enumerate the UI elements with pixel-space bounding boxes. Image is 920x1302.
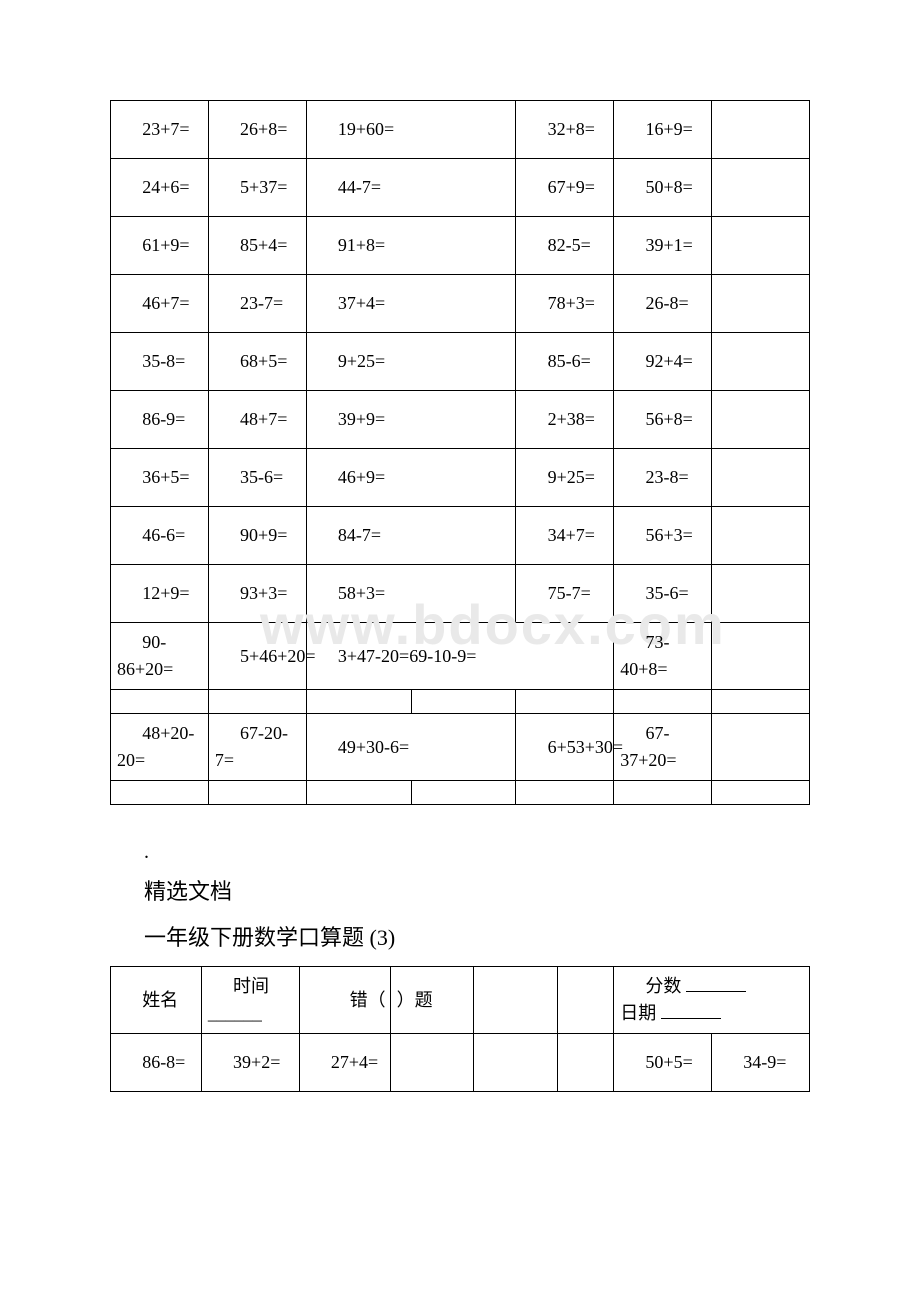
cell-text: 46+7= [117,290,204,317]
cell-text: 44-7= [313,174,512,201]
cell-text: 35-6= [620,580,707,607]
cell-text: 86-8= [117,1049,197,1076]
cell-text: 50+5= [620,1049,707,1076]
cell-text: 93+3= [215,580,302,607]
cell-text: 49+30-6= [313,734,512,761]
cell-text: 46+9= [313,464,512,491]
cell-text: 86-9= [117,406,204,433]
cell-text: 92+4= [620,348,707,375]
cell-text: 91+8= [313,232,512,259]
table-row: 36+5= 35-6= 46+9= 9+25= 23-8= [111,449,810,507]
cell-text: 56+3= [620,522,707,549]
cell-text: 9+25= [313,348,512,375]
blank-underline: ______ [208,1000,295,1027]
dot-text: . [110,841,810,864]
table-row: 46-6= 90+9= 84-7= 34+7= 56+3= [111,507,810,565]
table-row-empty [111,781,810,805]
cell-text: 35-6= [215,464,302,491]
cell-text: 27+4= [306,1049,386,1076]
table-row: 90-86+20= 5+46+20= 3+47-20=69-10-9= 73-4… [111,623,810,690]
math-table-2: 姓名 时间 ______ 错（ ）题 分数 日期 86-8= 39+2= 27+… [110,966,810,1092]
cell-text: 5+46+20= [215,643,302,670]
cell-text: 82-5= [522,232,609,259]
cell-text: 50+8= [620,174,707,201]
cell-text: 23-7= [215,290,302,317]
label-wrong-open: 错（ [306,987,386,1014]
table-row: 48+20-20= 67-20-7= 49+30-6= 6+53+30= 67-… [111,714,810,781]
cell-text: 39+9= [313,406,512,433]
cell-text: 6+53+30= [522,734,609,761]
math-table-1: 23+7= 26+8= 19+60= 32+8= 16+9= 24+6= 5+3… [110,100,810,805]
cell-text: 73-40+8= [620,629,707,683]
label-wrong-close: ）题 [397,987,470,1014]
cell-text: 48+7= [215,406,302,433]
cell-text: 58+3= [313,580,512,607]
cell-text: 34+7= [522,522,609,549]
table-row: 24+6= 5+37= 44-7= 67+9= 50+8= [111,159,810,217]
cell-text: 75-7= [522,580,609,607]
table-row-empty [111,690,810,714]
table-row: 46+7= 23-7= 37+4= 78+3= 26-8= [111,275,810,333]
cell-text: 19+60= [313,116,512,143]
cell-text: 48+20-20= [117,720,204,774]
table-row: 12+9= 93+3= 58+3= 75-7= 35-6= [111,565,810,623]
cell-text: 90+9= [215,522,302,549]
cell-text: 39+1= [620,232,707,259]
cell-text: 35-8= [117,348,204,375]
subtitle-1: 精选文档 [110,874,810,906]
subtitle-2: 一年级下册数学口算题 (3) [110,920,810,952]
table-row: 61+9= 85+4= 91+8= 82-5= 39+1= [111,217,810,275]
cell-text: 32+8= [522,116,609,143]
cell-text: 26-8= [620,290,707,317]
cell-text: 23-8= [620,464,707,491]
cell-text: 23+7= [117,116,204,143]
cell-text: 39+2= [208,1049,295,1076]
cell-text: 26+8= [215,116,302,143]
label-score: 分数 [620,973,805,1000]
cell-text: 3+47-20=69-10-9= [313,643,610,670]
cell-text: 34-9= [718,1049,805,1076]
cell-text: 36+5= [117,464,204,491]
cell-text: 67+9= [522,174,609,201]
table-row-header: 姓名 时间 ______ 错（ ）题 分数 日期 [111,967,810,1034]
cell-text: 56+8= [620,406,707,433]
cell-text: 85+4= [215,232,302,259]
cell-text: 61+9= [117,232,204,259]
cell-text: 84-7= [313,522,512,549]
label-name: 姓名 [117,987,197,1014]
cell-text: 85-6= [522,348,609,375]
cell-text: 90-86+20= [117,629,204,683]
cell-text: 24+6= [117,174,204,201]
label-date: 日期 [620,1000,805,1027]
table-row: 35-8= 68+5= 9+25= 85-6= 92+4= [111,333,810,391]
cell-text: 37+4= [313,290,512,317]
table-row: 23+7= 26+8= 19+60= 32+8= 16+9= [111,101,810,159]
cell-text: 12+9= [117,580,204,607]
cell-text: 2+38= [522,406,609,433]
cell-text: 68+5= [215,348,302,375]
cell-text: 67-37+20= [620,720,707,774]
cell-text: 78+3= [522,290,609,317]
label-time: 时间 [208,973,295,1000]
table-row: 86-9= 48+7= 39+9= 2+38= 56+8= [111,391,810,449]
table-row: 86-8= 39+2= 27+4= 50+5= 34-9= [111,1034,810,1092]
cell-text: 16+9= [620,116,707,143]
cell-text: 67-20-7= [215,720,302,774]
cell-text: 46-6= [117,522,204,549]
cell-text: 5+37= [215,174,302,201]
cell-text: 9+25= [522,464,609,491]
